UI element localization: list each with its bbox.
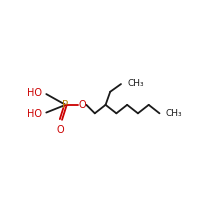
Text: O: O bbox=[56, 125, 64, 135]
Text: CH₃: CH₃ bbox=[166, 109, 182, 118]
Text: CH₃: CH₃ bbox=[127, 79, 144, 88]
Text: HO: HO bbox=[27, 109, 42, 119]
Text: O: O bbox=[79, 100, 86, 110]
Text: HO: HO bbox=[27, 88, 42, 98]
Text: P: P bbox=[62, 100, 69, 110]
